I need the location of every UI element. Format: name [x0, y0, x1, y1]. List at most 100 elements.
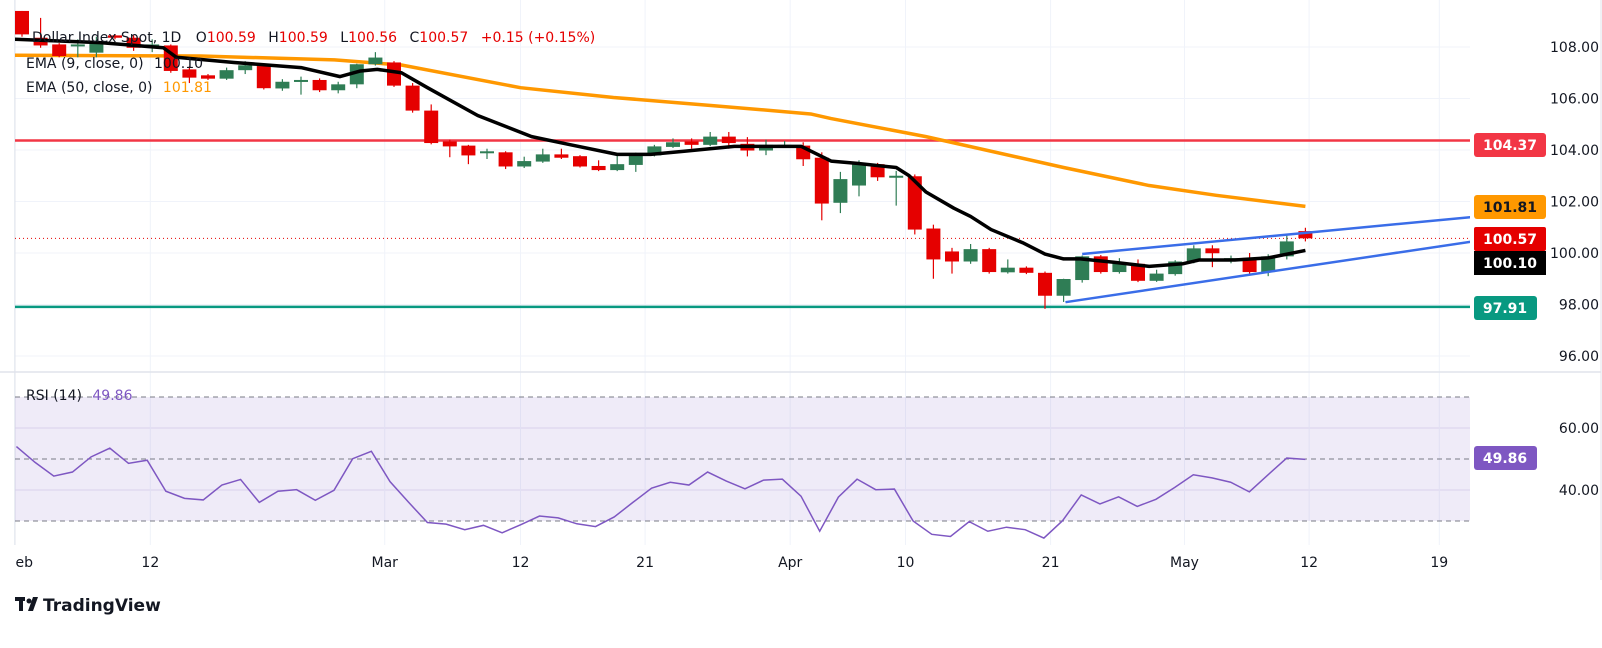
candle — [926, 224, 941, 279]
legend-low-label: L — [340, 30, 348, 46]
candle-body — [480, 151, 494, 154]
candle — [907, 174, 922, 235]
candle — [554, 148, 569, 160]
legend-high-label: H — [268, 30, 279, 46]
candle-body — [554, 154, 569, 158]
candle — [498, 151, 513, 170]
candle — [89, 36, 104, 58]
candle-body — [108, 35, 122, 38]
candle-body — [907, 176, 922, 230]
candle-body — [1131, 263, 1145, 281]
legend-close-value: 100.57 — [419, 30, 468, 46]
time-tick-label: Apr — [778, 555, 802, 571]
tag-rsi: 49.86 — [1474, 446, 1537, 470]
price-axis[interactable]: 108.00 106.00 104.00 102.00 100.00 98.00 96.00 — [1550, 40, 1599, 365]
candle-body — [610, 164, 625, 171]
legend-rsi-value: 49.86 — [92, 388, 132, 404]
candle-body — [52, 44, 67, 57]
time-tick-label: May — [1170, 555, 1199, 571]
candle-body — [201, 75, 215, 79]
candle — [1242, 253, 1257, 274]
price-tick-label: 98.00 — [1559, 298, 1599, 314]
candle — [52, 43, 67, 58]
candle — [1093, 255, 1108, 274]
candle — [405, 83, 420, 113]
candle-body — [591, 165, 606, 171]
legend-ema50[interactable]: EMA (50, close, 0) 101.81 — [26, 80, 212, 96]
candle-body — [814, 157, 829, 204]
candle-body — [1038, 272, 1052, 296]
legend-rsi-label: RSI (14) — [26, 388, 82, 404]
price-tick-label: 108.00 — [1550, 40, 1599, 56]
rsi-tick-label: 60.00 — [1559, 421, 1599, 437]
candle-body — [1205, 248, 1220, 254]
time-tick-label: 21 — [1042, 555, 1060, 571]
tag-ema50: 101.81 — [1474, 195, 1546, 219]
rsi-tick-label: 40.00 — [1559, 483, 1599, 499]
candle-body — [963, 249, 978, 262]
legend-symbol[interactable]: Dollar Index Spot, 1D — [32, 30, 181, 46]
candle-body — [182, 69, 197, 78]
candle-body — [628, 155, 643, 165]
candle — [945, 247, 959, 274]
candle — [610, 155, 625, 172]
time-tick-label: 12 — [1300, 555, 1318, 571]
candle — [814, 152, 829, 221]
candle — [1056, 278, 1071, 302]
candle-body — [275, 81, 290, 89]
legend-ema9[interactable]: EMA (9, close, 0) 100.10 — [26, 56, 203, 72]
candle-body — [387, 62, 401, 86]
candle — [1000, 259, 1015, 274]
price-pane — [15, 10, 1473, 309]
candle-body — [126, 37, 141, 48]
candle-body — [852, 162, 866, 186]
candle-body — [1186, 248, 1201, 262]
time-tick-label: 21 — [636, 555, 654, 571]
legend-rsi[interactable]: RSI (14) 49.86 — [26, 388, 133, 404]
time-tick-label: 12 — [141, 555, 159, 571]
channel-upper-line[interactable] — [1082, 215, 1473, 256]
tradingview-logo[interactable]: TradingView — [15, 596, 161, 616]
candle-body — [721, 136, 736, 144]
candle-body — [424, 110, 439, 144]
candle-body — [461, 145, 476, 156]
time-tick-label: 19 — [1430, 555, 1448, 571]
candle-body — [1112, 263, 1127, 273]
tag-support-text: 97.91 — [1483, 301, 1527, 317]
candle — [982, 247, 997, 274]
candle — [535, 148, 550, 163]
candle-body — [89, 42, 104, 53]
candle — [294, 76, 308, 95]
price-tick-label: 96.00 — [1559, 349, 1599, 365]
candle-body — [833, 179, 848, 203]
candle — [963, 243, 978, 264]
candle-body — [945, 251, 959, 262]
legend-open-label: O — [196, 30, 207, 46]
legend-close-label: C — [410, 30, 420, 46]
channel-lower-line[interactable] — [1065, 240, 1472, 304]
candle — [256, 65, 271, 90]
time-axis[interactable]: eb 12 Mar 12 21 Apr 10 21 May 12 19 — [16, 555, 1449, 571]
candle — [387, 61, 401, 87]
candle-body — [889, 175, 904, 178]
legend-change: +0.15 (+0.15%) — [481, 30, 595, 46]
candle — [201, 74, 215, 80]
candle — [1038, 271, 1052, 309]
legend-ema9-value: 100.10 — [154, 56, 203, 72]
legend-open-value: 100.59 — [207, 30, 256, 46]
tag-resistance: 104.37 — [1474, 133, 1546, 157]
candle-body — [647, 146, 662, 156]
time-tick-label: Mar — [371, 555, 398, 571]
candle-body — [926, 228, 941, 260]
candle-body — [684, 141, 699, 145]
candle-body — [703, 136, 718, 145]
candle-body — [1261, 256, 1276, 273]
candle — [591, 160, 606, 172]
candle — [684, 138, 699, 149]
legend-symbol-row: Dollar Index Spot, 1D O100.59 H100.59 L1… — [32, 30, 595, 46]
rsi-axis[interactable]: 60.00 40.00 — [1559, 421, 1599, 499]
candle-body — [517, 161, 532, 167]
price-tick-label: 106.00 — [1550, 92, 1599, 108]
